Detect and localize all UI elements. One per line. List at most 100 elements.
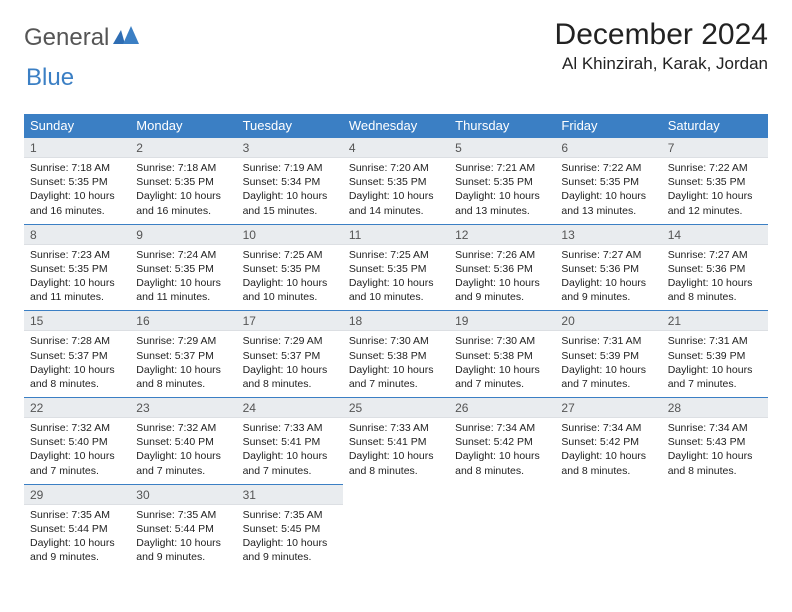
day-details: Sunrise: 7:22 AMSunset: 5:35 PMDaylight:…	[662, 158, 768, 224]
sunrise-text: Sunrise: 7:27 AM	[561, 248, 655, 262]
sunset-text: Sunset: 5:37 PM	[136, 349, 230, 363]
day-number: 30	[130, 485, 236, 505]
daylight-text: Daylight: 10 hours	[668, 276, 762, 290]
weekday-header: Saturday	[662, 114, 768, 138]
day-details: Sunrise: 7:32 AMSunset: 5:40 PMDaylight:…	[130, 418, 236, 484]
daylight-text: and 9 minutes.	[136, 550, 230, 564]
day-details: Sunrise: 7:35 AMSunset: 5:44 PMDaylight:…	[130, 505, 236, 571]
daylight-text: Daylight: 10 hours	[136, 449, 230, 463]
calendar-day-cell: 9Sunrise: 7:24 AMSunset: 5:35 PMDaylight…	[130, 224, 236, 311]
day-details: Sunrise: 7:32 AMSunset: 5:40 PMDaylight:…	[24, 418, 130, 484]
day-details: Sunrise: 7:24 AMSunset: 5:35 PMDaylight:…	[130, 245, 236, 311]
sunrise-text: Sunrise: 7:30 AM	[349, 334, 443, 348]
sunrise-text: Sunrise: 7:21 AM	[455, 161, 549, 175]
calendar-day-cell: 24Sunrise: 7:33 AMSunset: 5:41 PMDayligh…	[237, 398, 343, 485]
daylight-text: and 16 minutes.	[136, 204, 230, 218]
daylight-text: Daylight: 10 hours	[668, 189, 762, 203]
sunset-text: Sunset: 5:36 PM	[561, 262, 655, 276]
daylight-text: Daylight: 10 hours	[30, 276, 124, 290]
day-number: 28	[662, 398, 768, 418]
daylight-text: and 9 minutes.	[455, 290, 549, 304]
sunrise-text: Sunrise: 7:31 AM	[668, 334, 762, 348]
daylight-text: and 8 minutes.	[30, 377, 124, 391]
daylight-text: Daylight: 10 hours	[349, 276, 443, 290]
day-number: 29	[24, 485, 130, 505]
calendar-day-cell: 26Sunrise: 7:34 AMSunset: 5:42 PMDayligh…	[449, 398, 555, 485]
sunrise-text: Sunrise: 7:34 AM	[561, 421, 655, 435]
daylight-text: Daylight: 10 hours	[455, 449, 549, 463]
calendar-table: Sunday Monday Tuesday Wednesday Thursday…	[24, 114, 768, 570]
calendar-day-cell: 20Sunrise: 7:31 AMSunset: 5:39 PMDayligh…	[555, 311, 661, 398]
day-number: 21	[662, 311, 768, 331]
calendar-day-cell	[449, 484, 555, 570]
sunrise-text: Sunrise: 7:18 AM	[30, 161, 124, 175]
daylight-text: and 7 minutes.	[455, 377, 549, 391]
day-number: 14	[662, 225, 768, 245]
sunset-text: Sunset: 5:35 PM	[349, 262, 443, 276]
sunset-text: Sunset: 5:35 PM	[455, 175, 549, 189]
sunrise-text: Sunrise: 7:20 AM	[349, 161, 443, 175]
calendar-day-cell: 19Sunrise: 7:30 AMSunset: 5:38 PMDayligh…	[449, 311, 555, 398]
day-number: 25	[343, 398, 449, 418]
day-details: Sunrise: 7:34 AMSunset: 5:42 PMDaylight:…	[555, 418, 661, 484]
sunrise-text: Sunrise: 7:34 AM	[668, 421, 762, 435]
daylight-text: Daylight: 10 hours	[30, 189, 124, 203]
sunrise-text: Sunrise: 7:22 AM	[668, 161, 762, 175]
sunset-text: Sunset: 5:42 PM	[455, 435, 549, 449]
calendar-day-cell: 21Sunrise: 7:31 AMSunset: 5:39 PMDayligh…	[662, 311, 768, 398]
calendar-day-cell: 31Sunrise: 7:35 AMSunset: 5:45 PMDayligh…	[237, 484, 343, 570]
daylight-text: Daylight: 10 hours	[455, 189, 549, 203]
daylight-text: and 8 minutes.	[243, 377, 337, 391]
daylight-text: Daylight: 10 hours	[668, 449, 762, 463]
day-number: 6	[555, 138, 661, 158]
daylight-text: and 7 minutes.	[243, 464, 337, 478]
daylight-text: and 13 minutes.	[455, 204, 549, 218]
day-number: 20	[555, 311, 661, 331]
sunset-text: Sunset: 5:36 PM	[668, 262, 762, 276]
day-number: 13	[555, 225, 661, 245]
sunrise-text: Sunrise: 7:24 AM	[136, 248, 230, 262]
location-text: Al Khinzirah, Karak, Jordan	[555, 54, 768, 74]
daylight-text: Daylight: 10 hours	[561, 189, 655, 203]
sunset-text: Sunset: 5:35 PM	[30, 262, 124, 276]
calendar-day-cell: 15Sunrise: 7:28 AMSunset: 5:37 PMDayligh…	[24, 311, 130, 398]
daylight-text: and 8 minutes.	[668, 464, 762, 478]
day-details: Sunrise: 7:30 AMSunset: 5:38 PMDaylight:…	[343, 331, 449, 397]
daylight-text: and 8 minutes.	[349, 464, 443, 478]
day-details: Sunrise: 7:35 AMSunset: 5:45 PMDaylight:…	[237, 505, 343, 571]
day-number: 18	[343, 311, 449, 331]
daylight-text: and 7 minutes.	[30, 464, 124, 478]
sunset-text: Sunset: 5:43 PM	[668, 435, 762, 449]
sunrise-text: Sunrise: 7:32 AM	[136, 421, 230, 435]
day-details: Sunrise: 7:28 AMSunset: 5:37 PMDaylight:…	[24, 331, 130, 397]
day-details: Sunrise: 7:35 AMSunset: 5:44 PMDaylight:…	[24, 505, 130, 571]
calendar-day-cell: 17Sunrise: 7:29 AMSunset: 5:37 PMDayligh…	[237, 311, 343, 398]
day-number: 23	[130, 398, 236, 418]
calendar-day-cell: 23Sunrise: 7:32 AMSunset: 5:40 PMDayligh…	[130, 398, 236, 485]
daylight-text: Daylight: 10 hours	[349, 189, 443, 203]
calendar-week-row: 1Sunrise: 7:18 AMSunset: 5:35 PMDaylight…	[24, 138, 768, 225]
daylight-text: Daylight: 10 hours	[349, 449, 443, 463]
weekday-header: Sunday	[24, 114, 130, 138]
calendar-day-cell: 12Sunrise: 7:26 AMSunset: 5:36 PMDayligh…	[449, 224, 555, 311]
daylight-text: and 16 minutes.	[30, 204, 124, 218]
daylight-text: Daylight: 10 hours	[136, 276, 230, 290]
calendar-day-cell: 1Sunrise: 7:18 AMSunset: 5:35 PMDaylight…	[24, 138, 130, 225]
daylight-text: Daylight: 10 hours	[243, 363, 337, 377]
sunset-text: Sunset: 5:35 PM	[561, 175, 655, 189]
month-title: December 2024	[555, 18, 768, 52]
day-number: 24	[237, 398, 343, 418]
daylight-text: and 8 minutes.	[561, 464, 655, 478]
day-number: 2	[130, 138, 236, 158]
day-details: Sunrise: 7:34 AMSunset: 5:43 PMDaylight:…	[662, 418, 768, 484]
daylight-text: Daylight: 10 hours	[30, 363, 124, 377]
weekday-header-row: Sunday Monday Tuesday Wednesday Thursday…	[24, 114, 768, 138]
weekday-header: Tuesday	[237, 114, 343, 138]
sunrise-text: Sunrise: 7:19 AM	[243, 161, 337, 175]
sunrise-text: Sunrise: 7:26 AM	[455, 248, 549, 262]
calendar-day-cell: 27Sunrise: 7:34 AMSunset: 5:42 PMDayligh…	[555, 398, 661, 485]
daylight-text: and 7 minutes.	[561, 377, 655, 391]
day-number: 3	[237, 138, 343, 158]
day-number: 26	[449, 398, 555, 418]
day-details: Sunrise: 7:25 AMSunset: 5:35 PMDaylight:…	[343, 245, 449, 311]
